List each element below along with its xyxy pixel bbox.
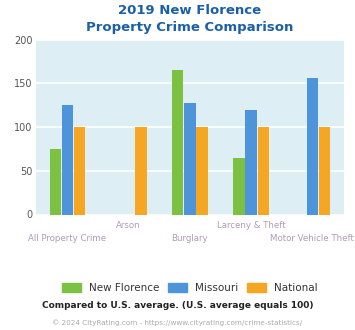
Bar xyxy=(319,127,330,214)
Bar xyxy=(245,110,257,214)
Text: Compared to U.S. average. (U.S. average equals 100): Compared to U.S. average. (U.S. average … xyxy=(42,301,313,310)
Bar xyxy=(196,127,208,214)
Bar xyxy=(135,127,147,214)
Text: Arson: Arson xyxy=(116,221,141,230)
Bar xyxy=(74,127,86,214)
Bar xyxy=(50,149,61,214)
Text: All Property Crime: All Property Crime xyxy=(28,234,106,243)
Legend: New Florence, Missouri, National: New Florence, Missouri, National xyxy=(62,283,317,293)
Text: Burglary: Burglary xyxy=(171,234,208,243)
Text: © 2024 CityRating.com - https://www.cityrating.com/crime-statistics/: © 2024 CityRating.com - https://www.city… xyxy=(53,319,302,326)
Text: Larceny & Theft: Larceny & Theft xyxy=(217,221,285,230)
Bar xyxy=(258,127,269,214)
Bar xyxy=(172,70,184,214)
Text: Motor Vehicle Theft: Motor Vehicle Theft xyxy=(271,234,354,243)
Bar xyxy=(233,158,245,214)
Bar xyxy=(307,78,318,214)
Bar xyxy=(62,105,73,214)
Title: 2019 New Florence
Property Crime Comparison: 2019 New Florence Property Crime Compari… xyxy=(86,4,294,34)
Bar xyxy=(184,103,196,214)
